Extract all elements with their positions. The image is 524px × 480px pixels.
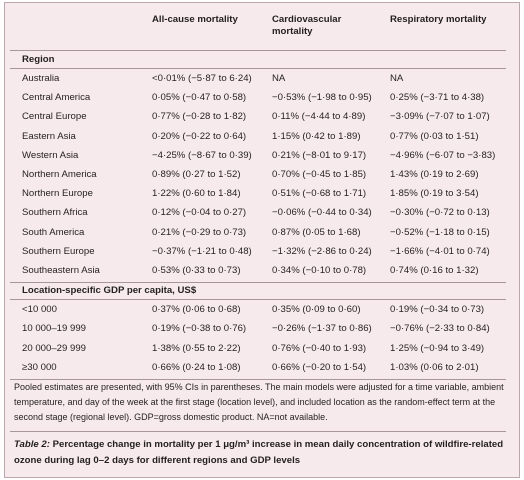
column-header: All-cause mortality (152, 14, 238, 25)
section-title: Location-specific GDP per capita, US$ (22, 285, 197, 297)
cell: 1·22% (0·60 to 1·84) (152, 188, 241, 200)
row-label: Southern Africa (22, 207, 88, 219)
row-label: Central Europe (22, 111, 87, 123)
row-label: 20 000–29 999 (22, 342, 87, 354)
cell: 1·15% (0·42 to 1·89) (272, 130, 361, 142)
cell: <0·01% (−5·87 to 6·24) (152, 73, 252, 84)
cell: 0·21% (−0·29 to 0·73) (152, 226, 247, 238)
row-label: 10 000–19 999 (22, 323, 87, 335)
cell: −0·26% (−1·37 to 0·86) (272, 323, 372, 335)
rule (10, 431, 506, 432)
cell: 0·77% (0·03 to 1·51) (390, 130, 479, 142)
cell: −4·25% (−8·67 to 0·39) (152, 149, 252, 161)
cell: −1·66% (−4·01 to 0·74) (390, 245, 490, 257)
row-label: South America (22, 226, 85, 238)
cell: 0·37% (0·06 to 0·68) (152, 304, 241, 316)
caption-label: Table 2: (14, 439, 50, 450)
cell: −0·30% (−0·72 to 0·13) (390, 207, 490, 219)
row-label: <10 000 (22, 304, 57, 316)
rule (10, 68, 506, 69)
section-title: Region (22, 54, 55, 65)
row-label: Northern Europe (22, 188, 93, 200)
row-label: Australia (22, 73, 60, 84)
cell: 0·21% (−8·01 to 9·17) (272, 149, 367, 161)
cell: 0·51% (−0·68 to 1·71) (272, 188, 367, 200)
row-label: Southern Europe (22, 245, 95, 257)
rule (10, 50, 506, 51)
cell: 0·53% (0·33 to 0·73) (152, 265, 241, 276)
cell: 0·35% (0·09 to 0·60) (272, 304, 361, 316)
rule (10, 299, 506, 301)
cell: −1·32% (−2·86 to 0·24) (272, 245, 372, 257)
cell: 0·74% (0·16 to 1·32) (390, 265, 479, 276)
cell: 0·76% (−0·40 to 1·93) (272, 342, 367, 354)
cell: 0·25% (−3·71 to 4·38) (390, 92, 485, 104)
cell: 0·89% (0·27 to 1·52) (152, 169, 241, 180)
cell: −0·06% (−0·44 to 0·34) (272, 207, 372, 219)
cell: 0·34% (−0·10 to 0·78) (272, 265, 367, 276)
cell: 0·05% (−0·47 to 0·58) (152, 92, 247, 104)
cell: 0·87% (0·05 to 1·68) (272, 226, 361, 238)
cell: 0·70% (−0·45 to 1·85) (272, 169, 367, 180)
cell: 0·66% (−0·20 to 1·54) (272, 361, 367, 373)
cell: 0·20% (−0·22 to 0·64) (152, 130, 247, 142)
row-label: Central America (22, 92, 91, 104)
cell: 1·03% (0·06 to 2·01) (390, 361, 479, 373)
row-label: Eastern Asia (22, 130, 76, 142)
cell: 1·38% (0·55 to 2·22) (152, 342, 241, 354)
column-header: Cardiovascular mortality (272, 14, 342, 37)
caption: Table 2: Percentage change in mortality … (14, 437, 509, 469)
cell: NA (272, 73, 286, 84)
cell: NA (390, 73, 404, 84)
cell: 0·19% (−0·34 to 0·73) (390, 304, 485, 316)
cell: −3·09% (−7·07 to 1·07) (390, 111, 490, 123)
row-label: Western Asia (22, 149, 79, 161)
row-label: Southeastern Asia (22, 265, 100, 276)
cell: 0·19% (−0·38 to 0·76) (152, 323, 247, 335)
rule (10, 379, 506, 380)
cell: 1·43% (0·19 to 2·69) (390, 169, 479, 180)
cell: −0·37% (−1·21 to 0·48) (152, 245, 252, 257)
row-label: ≥30 000 (22, 361, 57, 373)
cell: −4·96% (−6·07 to −3·83) (390, 149, 496, 161)
footnote: Pooled estimates are presented, with 95%… (14, 382, 504, 422)
rule (10, 282, 506, 284)
cell: 0·77% (−0·28 to 1·82) (152, 111, 247, 123)
cell: 1·25% (−0·94 to 3·49) (390, 342, 485, 354)
cell: 0·11% (−4·44 to 4·89) (272, 111, 366, 123)
row-label: Northern America (22, 169, 97, 180)
cell: 0·12% (−0·04 to 0·27) (152, 207, 247, 219)
cell: −0·76% (−2·33 to 0·84) (390, 323, 490, 335)
cell: −0·53% (−1·98 to 0·95) (272, 92, 372, 104)
cell: 1·85% (0·19 to 3·54) (390, 188, 479, 200)
cell: −0·52% (−1·18 to 0·15) (390, 226, 490, 238)
column-header: Respiratory mortality (390, 14, 487, 25)
caption-text: Percentage change in mortality per 1 μg/… (14, 439, 504, 466)
cell: 0·66% (0·24 to 1·08) (152, 361, 241, 373)
table-panel (4, 2, 520, 478)
